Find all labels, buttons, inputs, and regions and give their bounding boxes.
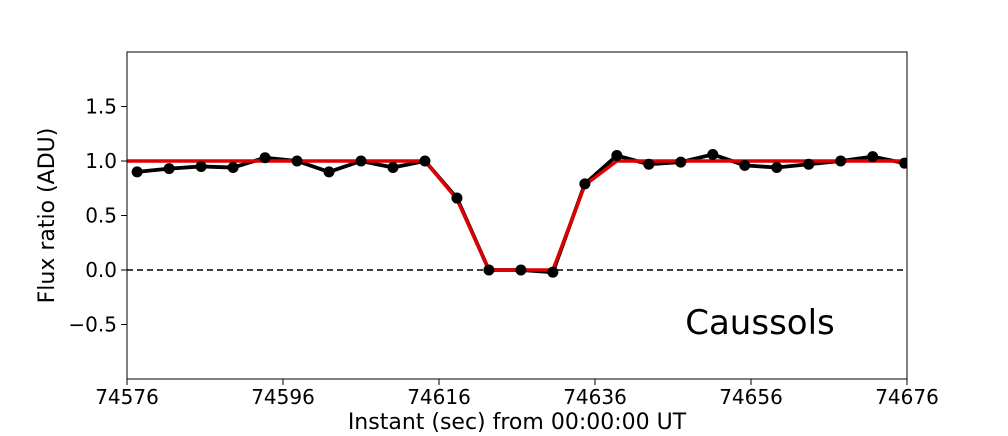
data-point	[675, 156, 687, 168]
data-point	[547, 266, 559, 278]
data-point	[419, 155, 431, 167]
data-point	[579, 178, 591, 190]
data-point	[355, 155, 367, 167]
data-point	[611, 150, 623, 162]
data-point	[323, 166, 335, 178]
y-tick-label: 1.5	[85, 95, 117, 119]
data-point	[227, 162, 239, 174]
data-point	[707, 148, 719, 160]
data-point	[195, 160, 207, 172]
data-point	[387, 162, 399, 174]
data-point	[163, 163, 175, 175]
x-tick-label: 74656	[719, 385, 783, 409]
data-point	[803, 158, 815, 170]
x-axis-title: Instant (sec) from 00:00:00 UT	[348, 410, 687, 432]
data-point	[867, 151, 879, 163]
y-tick-label: 0.0	[85, 258, 117, 282]
x-tick-label: 74616	[407, 385, 471, 409]
x-tick-label: 74676	[875, 385, 939, 409]
x-tick-label: 74576	[95, 385, 159, 409]
x-tick-label: 74596	[251, 385, 315, 409]
data-series-line	[136, 152, 906, 275]
y-tick-label: 1.0	[85, 149, 117, 173]
site-annotation: Caussols	[685, 303, 835, 343]
data-point	[451, 192, 463, 204]
data-point	[739, 159, 751, 171]
data-point	[259, 152, 271, 164]
data-point	[835, 155, 847, 167]
data-point	[899, 157, 907, 169]
y-axis-title: Flux ratio (ADU)	[35, 128, 60, 304]
x-tick-label: 74636	[563, 385, 627, 409]
data-point	[771, 162, 783, 174]
y-tick-label: −0.5	[68, 313, 117, 337]
data-point	[483, 264, 495, 276]
data-point	[643, 158, 655, 170]
data-point	[131, 166, 143, 178]
model-fit-line	[127, 159, 907, 272]
y-tick-label: 0.5	[85, 204, 117, 228]
data-point	[291, 155, 303, 167]
data-point	[515, 264, 527, 276]
